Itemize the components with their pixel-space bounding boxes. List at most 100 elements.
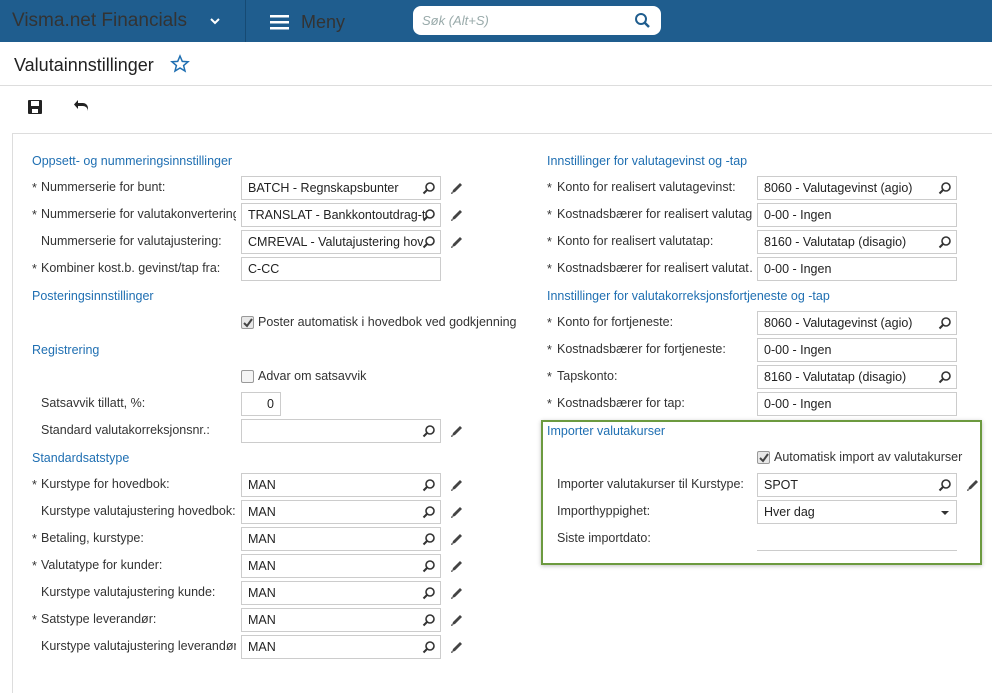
- edit-button[interactable]: [966, 478, 980, 492]
- field-value: MAN: [248, 532, 276, 546]
- form-area: [12, 133, 992, 693]
- field-label: Standard valutakorreksjonsnr.:: [41, 423, 210, 437]
- field-value: 8160 - Valutatap (disagio): [764, 235, 907, 249]
- lookup-icon[interactable]: [938, 181, 952, 195]
- input-field[interactable]: 8060 - Valutagevinst (agio): [757, 311, 957, 335]
- lookup-icon[interactable]: [422, 208, 436, 222]
- input-field[interactable]: MAN: [241, 608, 441, 632]
- field-value: MAN: [248, 505, 276, 519]
- lookup-icon[interactable]: [422, 586, 436, 600]
- field-value: 8060 - Valutagevinst (agio): [764, 181, 913, 195]
- input-field[interactable]: SPOT: [757, 473, 957, 497]
- edit-button[interactable]: [450, 586, 464, 600]
- input-field[interactable]: 0-00 - Ingen: [757, 392, 957, 416]
- field-value: 0-00 - Ingen: [764, 397, 832, 411]
- brand-dropdown[interactable]: [209, 15, 221, 27]
- edit-button[interactable]: [450, 181, 464, 195]
- lookup-icon[interactable]: [422, 505, 436, 519]
- field-value: 0: [267, 397, 274, 411]
- search-icon[interactable]: [634, 12, 651, 29]
- divider: [245, 0, 246, 42]
- input-field[interactable]: 0-00 - Ingen: [757, 257, 957, 281]
- lookup-icon[interactable]: [938, 316, 952, 330]
- page-title: Valutainnstillinger: [14, 55, 154, 75]
- lookup-icon[interactable]: [938, 370, 952, 384]
- edit-button[interactable]: [450, 235, 464, 249]
- field-label: Tapskonto:: [557, 369, 618, 383]
- required-mark: *: [547, 370, 552, 384]
- input-field[interactable]: MAN: [241, 554, 441, 578]
- field-value: MAN: [248, 640, 276, 654]
- field-value: 8160 - Valutatap (disagio): [764, 370, 907, 384]
- field-label: Kostnadsbærer for realisert valutag…: [557, 207, 752, 221]
- checkbox-label: Poster automatisk i hovedbok ved godkjen…: [258, 315, 517, 329]
- field-label: Betaling, kurstype:: [41, 531, 144, 545]
- section-title: Innstillinger for valutakorreksjonsfortj…: [547, 289, 830, 303]
- lookup-icon[interactable]: [422, 613, 436, 627]
- input-field[interactable]: CMREVAL - Valutajustering hov: [241, 230, 441, 254]
- field-value: 8060 - Valutagevinst (agio): [764, 316, 913, 330]
- input-field[interactable]: 0-00 - Ingen: [757, 338, 957, 362]
- field-label: Satsavvik tillatt, %:: [41, 396, 146, 410]
- input-field[interactable]: Hver dag: [757, 500, 957, 524]
- input-field[interactable]: BATCH - Regnskapsbunter: [241, 176, 441, 200]
- input-field[interactable]: [241, 419, 441, 443]
- lookup-icon[interactable]: [422, 181, 436, 195]
- brand[interactable]: Visma.net Financials: [12, 10, 187, 31]
- section-title: Posteringsinnstillinger: [32, 289, 154, 303]
- required-mark: *: [32, 613, 37, 627]
- field-label: Importer valutakurser til Kurstype:: [557, 477, 744, 491]
- menu-icon[interactable]: [270, 14, 290, 30]
- checkbox[interactable]: [757, 451, 770, 464]
- field-label: Nummerserie for valutajustering:: [41, 234, 222, 248]
- edit-button[interactable]: [450, 559, 464, 573]
- dropdown-icon[interactable]: [938, 505, 952, 519]
- edit-button[interactable]: [450, 640, 464, 654]
- edit-button[interactable]: [450, 613, 464, 627]
- lookup-icon[interactable]: [422, 424, 436, 438]
- lookup-icon[interactable]: [422, 559, 436, 573]
- checkbox[interactable]: [241, 370, 254, 383]
- field-value: 0-00 - Ingen: [764, 343, 832, 357]
- input-field[interactable]: MAN: [241, 500, 441, 524]
- field-label: Kombiner kost.b. gevinst/tap fra:: [41, 261, 221, 275]
- checkbox[interactable]: [241, 316, 254, 329]
- required-mark: *: [32, 208, 37, 222]
- field-value: 0-00 - Ingen: [764, 208, 832, 222]
- lookup-icon[interactable]: [938, 478, 952, 492]
- lookup-icon[interactable]: [422, 532, 436, 546]
- undo-button[interactable]: [73, 99, 91, 115]
- input-field[interactable]: 8160 - Valutatap (disagio): [757, 365, 957, 389]
- lookup-icon[interactable]: [938, 235, 952, 249]
- input-field[interactable]: 8160 - Valutatap (disagio): [757, 230, 957, 254]
- search-box[interactable]: Søk (Alt+S): [413, 6, 661, 35]
- lookup-icon[interactable]: [422, 640, 436, 654]
- input-field[interactable]: MAN: [241, 527, 441, 551]
- edit-button[interactable]: [450, 478, 464, 492]
- save-button[interactable]: [27, 99, 43, 115]
- input-field[interactable]: 8060 - Valutagevinst (agio): [757, 176, 957, 200]
- input-field[interactable]: 0-00 - Ingen: [757, 203, 957, 227]
- input-field[interactable]: MAN: [241, 581, 441, 605]
- input-field[interactable]: MAN: [241, 473, 441, 497]
- required-mark: *: [32, 532, 37, 546]
- edit-button[interactable]: [450, 424, 464, 438]
- edit-button[interactable]: [450, 208, 464, 222]
- input-field[interactable]: MAN: [241, 635, 441, 659]
- edit-button[interactable]: [450, 532, 464, 546]
- input-field[interactable]: 0: [241, 392, 281, 416]
- input-field[interactable]: TRANSLAT - Bankkontoutdrag-t: [241, 203, 441, 227]
- field-label: Kurstype valutajustering leverandør:: [41, 639, 236, 653]
- favorite-star[interactable]: [170, 54, 190, 74]
- field-label: Kurstype valutajustering kunde:: [41, 585, 216, 599]
- section-title: Registrering: [32, 343, 100, 357]
- field-label: Kurstype valutajustering hovedbok:: [41, 504, 236, 518]
- edit-button[interactable]: [450, 505, 464, 519]
- field-label: Valutatype for kunder:: [41, 558, 163, 572]
- lookup-icon[interactable]: [422, 478, 436, 492]
- field-value: TRANSLAT - Bankkontoutdrag-t: [248, 208, 426, 222]
- field-value: SPOT: [764, 478, 799, 492]
- lookup-icon[interactable]: [422, 235, 436, 249]
- menu-button[interactable]: Meny: [301, 12, 346, 32]
- input-field[interactable]: C-CC: [241, 257, 441, 281]
